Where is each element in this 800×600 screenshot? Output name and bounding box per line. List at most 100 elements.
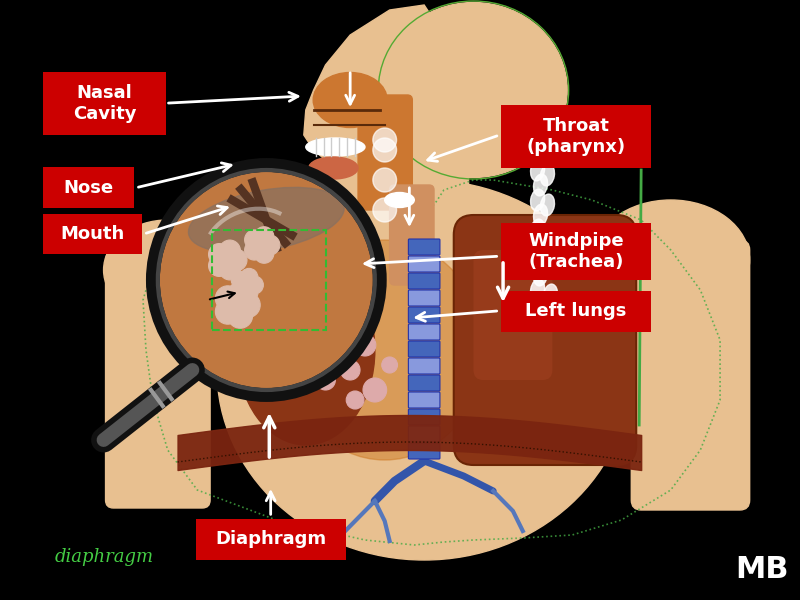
- Circle shape: [226, 249, 247, 271]
- FancyBboxPatch shape: [408, 273, 440, 289]
- FancyBboxPatch shape: [408, 375, 440, 391]
- FancyBboxPatch shape: [408, 409, 440, 425]
- FancyBboxPatch shape: [501, 105, 651, 168]
- Circle shape: [346, 391, 364, 409]
- FancyBboxPatch shape: [454, 215, 636, 465]
- Circle shape: [382, 357, 398, 373]
- Ellipse shape: [540, 224, 554, 246]
- Ellipse shape: [237, 255, 375, 445]
- Circle shape: [240, 284, 258, 302]
- Bar: [212, 230, 326, 330]
- FancyBboxPatch shape: [43, 167, 134, 208]
- Circle shape: [209, 255, 230, 277]
- FancyBboxPatch shape: [408, 392, 440, 408]
- Circle shape: [282, 331, 300, 349]
- Ellipse shape: [534, 234, 548, 256]
- Ellipse shape: [189, 187, 344, 253]
- Text: Nose: Nose: [64, 179, 114, 197]
- Ellipse shape: [540, 254, 554, 276]
- FancyBboxPatch shape: [631, 240, 750, 510]
- Text: Mouth: Mouth: [61, 225, 125, 243]
- FancyBboxPatch shape: [196, 519, 346, 560]
- Text: Throat
(pharynx): Throat (pharynx): [526, 117, 626, 156]
- Circle shape: [235, 292, 260, 317]
- Ellipse shape: [540, 194, 554, 216]
- Ellipse shape: [530, 159, 545, 181]
- FancyBboxPatch shape: [390, 185, 434, 285]
- Polygon shape: [304, 5, 434, 225]
- Circle shape: [291, 310, 310, 330]
- Circle shape: [363, 378, 386, 402]
- Ellipse shape: [286, 240, 483, 460]
- Circle shape: [240, 268, 258, 286]
- Ellipse shape: [309, 157, 358, 179]
- Text: MB: MB: [735, 555, 788, 584]
- FancyBboxPatch shape: [43, 72, 166, 135]
- FancyBboxPatch shape: [408, 358, 440, 374]
- Ellipse shape: [306, 138, 365, 156]
- Text: Windpipe
(Trachea): Windpipe (Trachea): [528, 232, 624, 271]
- Ellipse shape: [530, 219, 545, 241]
- Circle shape: [373, 168, 397, 192]
- FancyBboxPatch shape: [408, 239, 440, 255]
- FancyBboxPatch shape: [380, 125, 469, 225]
- Circle shape: [254, 244, 274, 263]
- Ellipse shape: [380, 2, 567, 178]
- Ellipse shape: [530, 129, 545, 151]
- Ellipse shape: [530, 279, 545, 301]
- FancyBboxPatch shape: [474, 250, 552, 380]
- Circle shape: [228, 282, 253, 307]
- Ellipse shape: [217, 180, 631, 560]
- Ellipse shape: [103, 220, 232, 320]
- Ellipse shape: [540, 164, 554, 186]
- Ellipse shape: [592, 200, 750, 320]
- Circle shape: [254, 227, 274, 247]
- FancyBboxPatch shape: [408, 290, 440, 306]
- Ellipse shape: [540, 299, 554, 321]
- Circle shape: [227, 295, 246, 315]
- FancyBboxPatch shape: [408, 443, 440, 459]
- Circle shape: [354, 334, 376, 356]
- Circle shape: [219, 259, 241, 280]
- Ellipse shape: [534, 144, 548, 166]
- Ellipse shape: [313, 73, 387, 127]
- Text: Diaphragm: Diaphragm: [215, 530, 326, 548]
- Circle shape: [316, 370, 335, 390]
- Circle shape: [231, 271, 249, 289]
- Circle shape: [373, 128, 397, 152]
- FancyBboxPatch shape: [408, 324, 440, 340]
- Ellipse shape: [534, 204, 548, 226]
- Circle shape: [260, 235, 280, 255]
- Circle shape: [215, 299, 240, 324]
- FancyBboxPatch shape: [408, 426, 440, 442]
- FancyBboxPatch shape: [43, 214, 142, 254]
- Circle shape: [295, 339, 317, 361]
- Ellipse shape: [530, 249, 545, 271]
- FancyBboxPatch shape: [501, 291, 651, 332]
- Ellipse shape: [530, 189, 545, 211]
- Circle shape: [228, 303, 253, 328]
- Text: diaphragm: diaphragm: [54, 548, 154, 566]
- Circle shape: [245, 240, 264, 260]
- Ellipse shape: [543, 284, 558, 306]
- FancyBboxPatch shape: [408, 341, 440, 357]
- Ellipse shape: [534, 264, 548, 286]
- Circle shape: [254, 237, 269, 253]
- Circle shape: [340, 360, 360, 380]
- Ellipse shape: [385, 193, 414, 208]
- FancyBboxPatch shape: [106, 252, 210, 508]
- Circle shape: [231, 281, 249, 299]
- Text: Nasal
Cavity: Nasal Cavity: [73, 84, 136, 123]
- Circle shape: [246, 276, 263, 294]
- Circle shape: [153, 165, 380, 395]
- Circle shape: [215, 286, 240, 311]
- FancyBboxPatch shape: [358, 95, 412, 210]
- Circle shape: [219, 240, 241, 262]
- FancyBboxPatch shape: [408, 307, 440, 323]
- Circle shape: [373, 198, 397, 222]
- Circle shape: [209, 244, 230, 265]
- Circle shape: [218, 251, 235, 268]
- FancyBboxPatch shape: [501, 223, 651, 280]
- Circle shape: [373, 138, 397, 162]
- Ellipse shape: [534, 174, 548, 196]
